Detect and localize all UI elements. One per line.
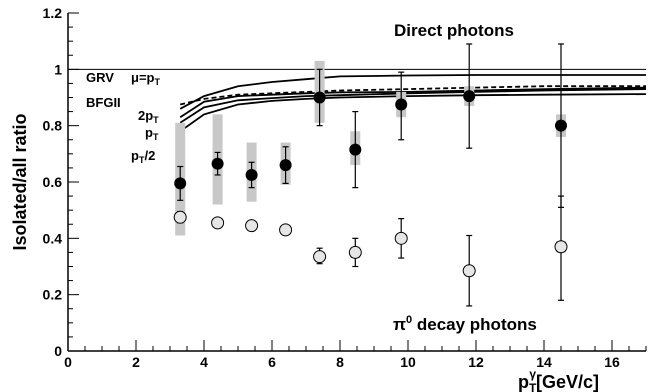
pt-sub: T <box>153 132 159 142</box>
decay-photon-point <box>313 250 327 264</box>
x-tick-label: 12 <box>468 354 484 370</box>
decay-photon-point <box>245 219 259 233</box>
theory-curve <box>179 85 646 106</box>
pt-text: p <box>145 125 153 140</box>
x-tick-label: 14 <box>536 354 552 370</box>
direct-photon-point <box>245 168 258 181</box>
direct-photons-label: Direct photons <box>394 21 514 40</box>
pt-half-sub: T <box>139 155 145 165</box>
x-tick-label: 10 <box>400 354 416 370</box>
bfgii-label: BFGII <box>86 95 121 110</box>
x-axis-title: pTγ[GeV/c] <box>518 367 599 392</box>
x-axis-title-superscript: γ <box>529 367 536 381</box>
y-tick-label: 0.4 <box>43 230 63 246</box>
y-axis-title: Isolated/all ratio <box>10 113 30 250</box>
direct-photon-point <box>395 98 408 111</box>
decay-photon-point <box>462 264 476 278</box>
grv-label: GRV <box>86 70 114 85</box>
mu-pt-sub: T <box>155 77 161 87</box>
y-tick-label: 0.8 <box>43 118 63 134</box>
2pt-label: 2pT <box>138 108 159 125</box>
x-axis-title-symbol: p <box>518 372 529 392</box>
x-tick-label: 16 <box>604 354 620 370</box>
pt-label: pT <box>145 125 159 142</box>
mu-pt-text: μ=p <box>131 70 155 85</box>
x-axis-title-subscript: T <box>529 381 537 392</box>
decay-photon-point <box>554 240 568 254</box>
data-markers <box>173 90 568 278</box>
decay-photon-point <box>279 223 293 237</box>
theory-curves <box>179 74 647 133</box>
y-tick-label: 1.2 <box>43 5 63 21</box>
tick-labels: 0 2 4 6 8 10 12 14 16 0 0.2 0.4 0.6 0.8 1 1.2 <box>43 5 620 370</box>
direct-photon-point <box>349 143 362 156</box>
direct-photon-point <box>555 119 567 132</box>
2pt-text: 2p <box>138 108 153 123</box>
pt-half-text: p <box>131 148 139 163</box>
decay-photon-point <box>211 216 225 230</box>
decay-photon-point <box>173 210 187 224</box>
x-tick-label: 4 <box>200 354 208 370</box>
direct-photon-point <box>211 157 224 170</box>
y-tick-label: 1 <box>54 61 62 77</box>
y-tick-label: 0.2 <box>43 287 63 303</box>
2pt-sub: T <box>153 115 159 125</box>
x-tick-label: 8 <box>336 354 344 370</box>
decay-photons-label: π0 decay photons <box>393 314 537 334</box>
direct-photon-point <box>313 91 326 104</box>
decay-label-pi: π <box>393 315 406 334</box>
decay-photon-point <box>394 231 408 245</box>
pt-half-suffix: /2 <box>144 148 155 163</box>
x-axis-title-units: [GeV/c] <box>536 372 599 392</box>
x-tick-label: 6 <box>268 354 276 370</box>
y-tick-label: 0 <box>54 343 62 359</box>
pt-half-label: pT/2 <box>131 148 155 165</box>
decay-label-text: decay photons <box>412 315 537 334</box>
mu-pt-label: μ=pT <box>131 70 161 87</box>
x-tick-label: 2 <box>132 354 140 370</box>
decay-label-sup: 0 <box>406 314 412 326</box>
x-tick-label: 0 <box>64 354 72 370</box>
y-tick-label: 0.6 <box>43 174 63 190</box>
decay-photon-point <box>348 245 362 259</box>
direct-photon-point <box>279 159 292 172</box>
direct-photon-point <box>463 90 476 103</box>
axis-ticks <box>67 12 647 352</box>
direct-photon-point <box>174 177 187 190</box>
error-bars <box>177 43 564 307</box>
